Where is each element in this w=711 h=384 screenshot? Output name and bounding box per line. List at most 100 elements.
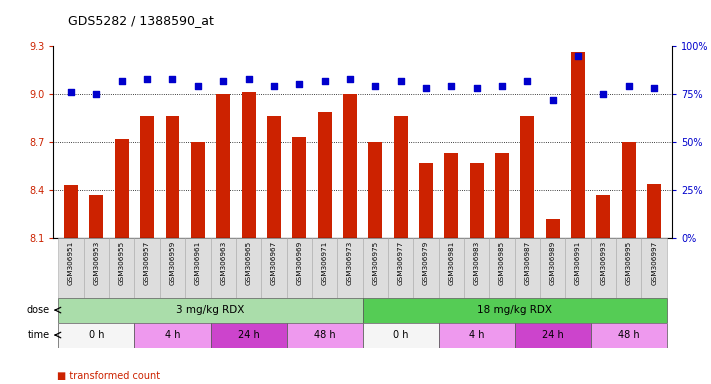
FancyBboxPatch shape	[210, 323, 287, 348]
Bar	[292, 137, 306, 238]
Point	[65, 89, 77, 95]
FancyBboxPatch shape	[134, 323, 210, 348]
FancyBboxPatch shape	[363, 238, 388, 298]
Point	[598, 91, 609, 97]
FancyBboxPatch shape	[641, 238, 667, 298]
Point	[623, 83, 634, 89]
FancyBboxPatch shape	[591, 323, 667, 348]
Point	[268, 83, 279, 89]
Point	[141, 76, 153, 82]
FancyBboxPatch shape	[464, 238, 489, 298]
Text: GSM306987: GSM306987	[525, 241, 530, 285]
Text: GSM306953: GSM306953	[93, 241, 100, 285]
Bar	[546, 219, 560, 238]
Point	[243, 76, 255, 82]
Bar	[343, 94, 357, 238]
Text: GSM306983: GSM306983	[474, 241, 480, 285]
Point	[648, 85, 660, 91]
Point	[572, 53, 584, 59]
Text: 0 h: 0 h	[393, 330, 408, 340]
Bar	[64, 185, 78, 238]
FancyBboxPatch shape	[515, 323, 591, 348]
Bar	[647, 184, 661, 238]
Bar	[419, 163, 433, 238]
FancyBboxPatch shape	[388, 238, 413, 298]
Text: GSM306975: GSM306975	[373, 241, 378, 285]
Point	[420, 85, 432, 91]
Point	[370, 83, 381, 89]
FancyBboxPatch shape	[109, 238, 134, 298]
FancyBboxPatch shape	[565, 238, 591, 298]
Point	[522, 78, 533, 84]
Bar	[622, 142, 636, 238]
Point	[471, 85, 482, 91]
Text: 3 mg/kg RDX: 3 mg/kg RDX	[176, 305, 245, 315]
Bar	[394, 116, 407, 238]
FancyBboxPatch shape	[413, 238, 439, 298]
Bar	[267, 116, 281, 238]
FancyBboxPatch shape	[58, 323, 134, 348]
Text: 0 h: 0 h	[89, 330, 105, 340]
FancyBboxPatch shape	[160, 238, 185, 298]
Text: GSM306967: GSM306967	[271, 241, 277, 285]
Bar	[191, 142, 205, 238]
FancyBboxPatch shape	[337, 238, 363, 298]
FancyBboxPatch shape	[236, 238, 261, 298]
Text: GSM306963: GSM306963	[220, 241, 226, 285]
Text: GSM306973: GSM306973	[347, 241, 353, 285]
Bar	[114, 139, 129, 238]
FancyBboxPatch shape	[439, 323, 515, 348]
FancyBboxPatch shape	[591, 238, 616, 298]
FancyBboxPatch shape	[540, 238, 565, 298]
Text: time: time	[28, 330, 50, 340]
Point	[547, 97, 558, 103]
Text: GSM306993: GSM306993	[601, 241, 606, 285]
Text: GSM306997: GSM306997	[651, 241, 657, 285]
Bar	[520, 116, 535, 238]
Bar	[242, 93, 255, 238]
Text: 4 h: 4 h	[165, 330, 180, 340]
Text: dose: dose	[26, 305, 50, 315]
FancyBboxPatch shape	[84, 238, 109, 298]
Bar	[166, 116, 179, 238]
Bar	[368, 142, 383, 238]
Text: GSM306985: GSM306985	[499, 241, 505, 285]
FancyBboxPatch shape	[439, 238, 464, 298]
Text: GSM306955: GSM306955	[119, 241, 124, 285]
Text: GSM306991: GSM306991	[575, 241, 581, 285]
Text: 24 h: 24 h	[237, 330, 260, 340]
FancyBboxPatch shape	[312, 238, 337, 298]
Text: GSM306977: GSM306977	[397, 241, 404, 285]
Text: 48 h: 48 h	[314, 330, 336, 340]
Point	[192, 83, 203, 89]
Text: GSM306979: GSM306979	[423, 241, 429, 285]
Point	[446, 83, 457, 89]
FancyBboxPatch shape	[363, 323, 439, 348]
Text: GSM306961: GSM306961	[195, 241, 201, 285]
Text: 48 h: 48 h	[618, 330, 640, 340]
Point	[116, 78, 127, 84]
Point	[218, 78, 229, 84]
FancyBboxPatch shape	[287, 238, 312, 298]
Point	[395, 78, 406, 84]
Text: GSM306965: GSM306965	[245, 241, 252, 285]
Text: GSM306957: GSM306957	[144, 241, 150, 285]
Bar	[495, 153, 509, 238]
Text: GDS5282 / 1388590_at: GDS5282 / 1388590_at	[68, 14, 213, 27]
FancyBboxPatch shape	[58, 238, 84, 298]
Text: GSM306971: GSM306971	[321, 241, 328, 285]
Bar	[470, 163, 483, 238]
Text: GSM306995: GSM306995	[626, 241, 632, 285]
Point	[496, 83, 508, 89]
Text: 24 h: 24 h	[542, 330, 564, 340]
FancyBboxPatch shape	[210, 238, 236, 298]
FancyBboxPatch shape	[261, 238, 287, 298]
FancyBboxPatch shape	[287, 323, 363, 348]
Point	[344, 76, 356, 82]
FancyBboxPatch shape	[134, 238, 160, 298]
Text: GSM306951: GSM306951	[68, 241, 74, 285]
FancyBboxPatch shape	[616, 238, 641, 298]
FancyBboxPatch shape	[515, 238, 540, 298]
Text: 4 h: 4 h	[469, 330, 484, 340]
Bar	[318, 112, 331, 238]
